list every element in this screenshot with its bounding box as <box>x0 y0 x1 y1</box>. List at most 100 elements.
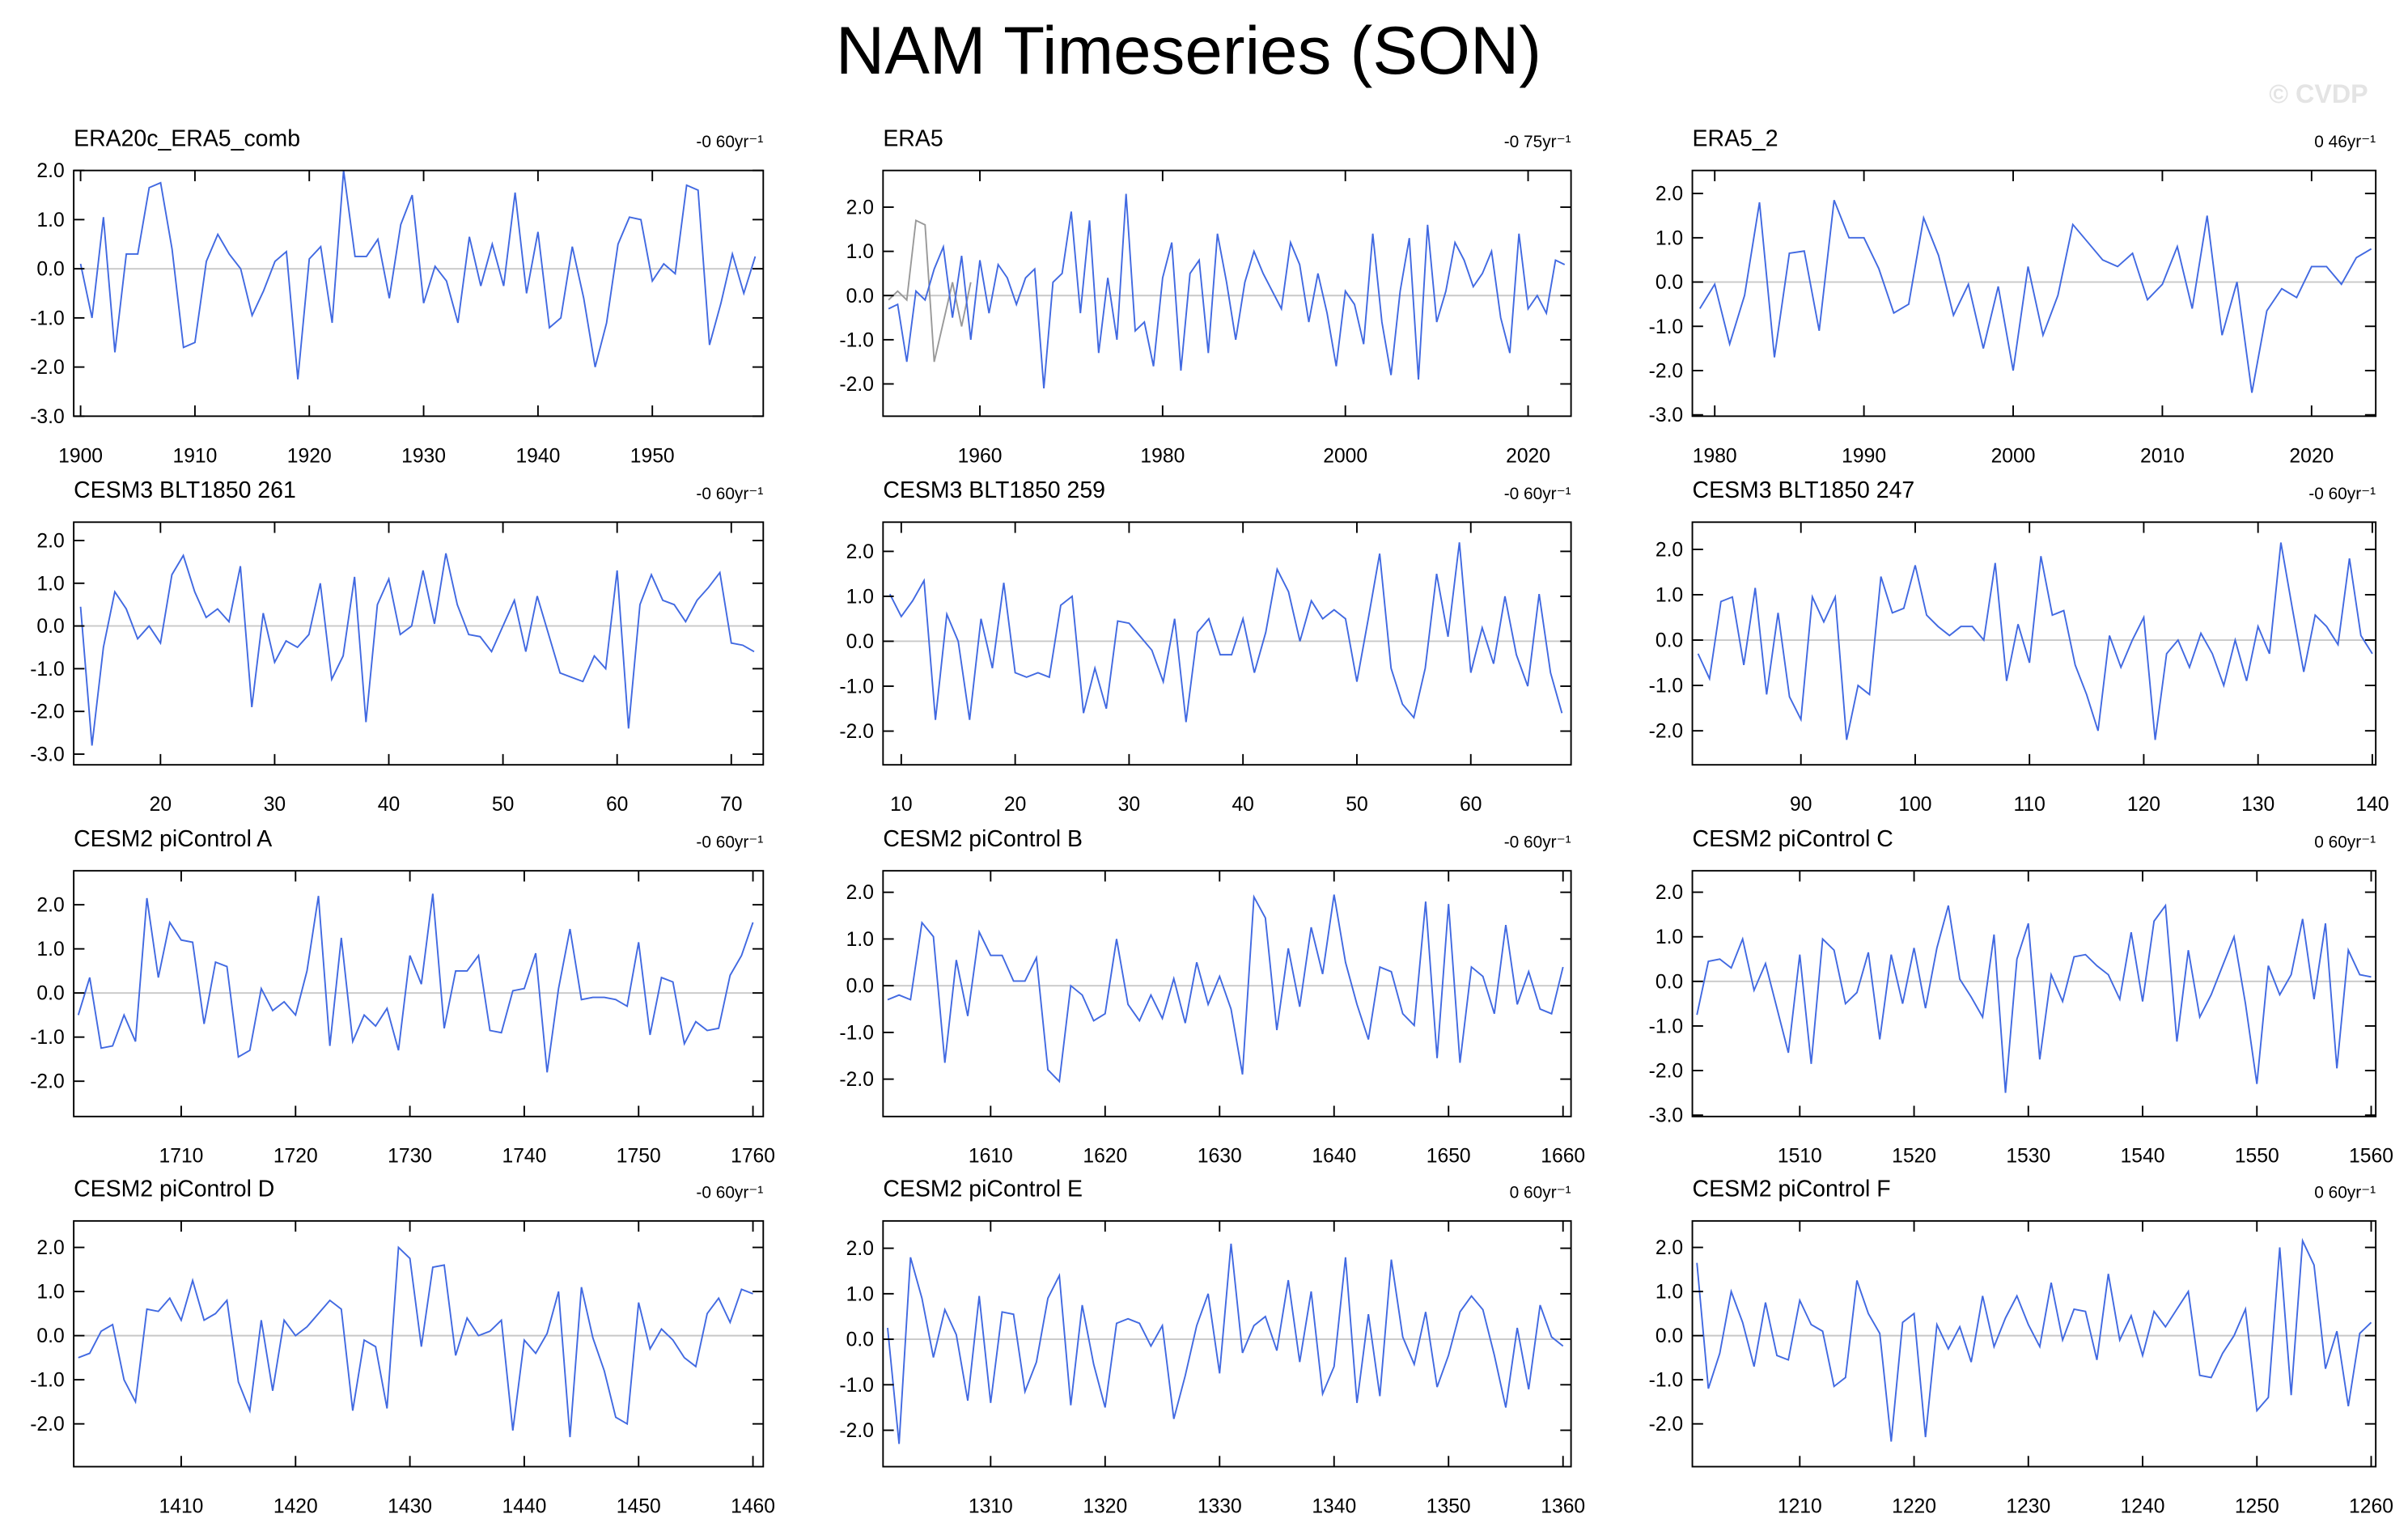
x-tick-label: 140 <box>2355 794 2389 816</box>
x-tick-label: 1540 <box>2121 1146 2165 1168</box>
series-line <box>888 193 1566 389</box>
x-tick-label: 1320 <box>1083 1495 1127 1517</box>
x-tick-label: 1560 <box>2349 1146 2393 1168</box>
x-tick-label: 1510 <box>1778 1146 1822 1168</box>
x-tick-label: 1420 <box>273 1495 318 1517</box>
y-tick-label: 1.0 <box>1656 585 1683 607</box>
y-tick-label: 0.0 <box>36 983 64 1005</box>
x-tick-label: 1620 <box>1083 1146 1127 1168</box>
y-tick-label: -2.0 <box>30 357 64 379</box>
y-tick-label: -2.0 <box>1649 721 1684 743</box>
x-tick-label: 120 <box>2127 794 2160 816</box>
y-tick-label: -2.0 <box>1649 361 1684 383</box>
plot-frame <box>882 870 1572 1117</box>
series-line <box>79 553 755 746</box>
x-tick-label: 1940 <box>515 445 560 467</box>
x-tick-label: 30 <box>264 794 286 816</box>
y-tick-label: 1.0 <box>846 241 874 263</box>
y-tick-label: 1.0 <box>1656 1282 1683 1304</box>
y-tick-label: -3.0 <box>30 744 64 766</box>
trend-annotation: -0 60yr⁻¹ <box>1504 485 1571 503</box>
x-tick-label: 1230 <box>2006 1495 2050 1517</box>
plot-frame <box>882 1219 1572 1468</box>
y-tick-label: 1.0 <box>36 573 64 595</box>
y-tick-label: 2.0 <box>36 531 64 553</box>
y-tick-label: 0.0 <box>846 976 874 998</box>
y-tick-label: -1.0 <box>1649 316 1684 338</box>
panel-title: CESM2 piControl F <box>1693 1177 1891 1202</box>
y-tick-label: 1.0 <box>1656 227 1683 249</box>
x-tick-label: 1220 <box>1892 1495 1936 1517</box>
figure-title: NAM Timeseries (SON) <box>836 12 1541 88</box>
plot-frame <box>73 521 765 766</box>
trend-annotation: -0 60yr⁻¹ <box>2308 485 2376 503</box>
x-tick-label: 1710 <box>159 1146 204 1168</box>
x-tick-label: 50 <box>1346 794 1367 816</box>
x-tick-label: 1210 <box>1778 1495 1822 1517</box>
x-tick-label: 40 <box>378 794 400 816</box>
y-tick-label: -1.0 <box>30 1027 64 1049</box>
y-tick-label: 2.0 <box>36 160 64 182</box>
y-tick-label: 0.0 <box>36 259 64 281</box>
series-line <box>79 170 757 380</box>
y-tick-label: -2.0 <box>839 374 873 396</box>
panel-title: CESM2 piControl C <box>1693 826 1893 852</box>
series-line <box>77 893 754 1073</box>
trend-annotation: 0 60yr⁻¹ <box>2314 833 2376 852</box>
y-tick-label: -1.0 <box>30 307 64 329</box>
y-tick-label: -3.0 <box>30 406 64 428</box>
panel-title: CESM2 piControl D <box>74 1177 274 1202</box>
y-tick-label: -1.0 <box>1649 1016 1684 1037</box>
trend-annotation: -0 60yr⁻¹ <box>696 1183 763 1202</box>
trend-annotation: 0 60yr⁻¹ <box>2314 1183 2376 1202</box>
y-tick-label: 0.0 <box>36 1325 64 1347</box>
y-tick-label: 1.0 <box>36 210 64 231</box>
y-tick-label: -2.0 <box>1649 1414 1684 1435</box>
x-tick-label: 90 <box>1790 794 1812 816</box>
x-tick-label: 1530 <box>2006 1146 2050 1168</box>
y-tick-label: 0.0 <box>1656 971 1683 993</box>
y-tick-label: -2.0 <box>839 721 873 743</box>
series-line <box>888 542 1563 723</box>
y-tick-label: -2.0 <box>839 1069 873 1091</box>
plot-frame <box>1691 521 2377 766</box>
x-tick-label: 1740 <box>502 1146 546 1168</box>
x-tick-label: 2010 <box>2140 445 2185 467</box>
y-tick-label: 2.0 <box>36 1237 64 1259</box>
y-tick-label: -1.0 <box>839 329 873 351</box>
x-tick-label: 1660 <box>1541 1146 1585 1168</box>
x-tick-label: 30 <box>1118 794 1140 816</box>
y-tick-label: -3.0 <box>1649 1105 1684 1127</box>
y-tick-label: 1.0 <box>1656 927 1683 948</box>
x-tick-label: 1610 <box>969 1146 1013 1168</box>
panel-title: CESM3 BLT1850 259 <box>883 477 1105 503</box>
y-tick-label: -3.0 <box>1649 405 1684 426</box>
x-tick-label: 1900 <box>58 445 103 467</box>
plot-frame <box>73 169 765 418</box>
y-tick-label: 0.0 <box>846 286 874 307</box>
plot-frame <box>1691 1219 2377 1468</box>
y-tick-label: 1.0 <box>36 939 64 960</box>
y-tick-label: -2.0 <box>30 1071 64 1093</box>
y-tick-label: 2.0 <box>846 1238 874 1260</box>
x-tick-label: 1920 <box>287 445 332 467</box>
series-line <box>1697 542 2373 740</box>
x-tick-label: 1720 <box>273 1146 318 1168</box>
x-tick-label: 1450 <box>617 1495 661 1517</box>
x-tick-label: 20 <box>1004 794 1026 816</box>
series-line <box>887 894 1564 1083</box>
y-tick-label: 1.0 <box>846 929 874 951</box>
y-tick-label: -1.0 <box>839 676 873 698</box>
x-tick-label: 1330 <box>1198 1495 1242 1517</box>
x-tick-label: 1990 <box>1842 445 1886 467</box>
y-tick-label: 0.0 <box>1656 1325 1683 1347</box>
y-tick-label: -1.0 <box>30 1370 64 1392</box>
x-tick-label: 1950 <box>630 445 675 467</box>
x-tick-label: 1750 <box>617 1146 661 1168</box>
panel-title: ERA5 <box>883 125 943 151</box>
watermark: © CVDP <box>2269 79 2368 108</box>
x-tick-label: 60 <box>606 794 628 816</box>
y-tick-label: 0.0 <box>1656 630 1683 652</box>
y-tick-label: -1.0 <box>839 1375 873 1397</box>
trend-annotation: -0 75yr⁻¹ <box>1504 133 1571 151</box>
